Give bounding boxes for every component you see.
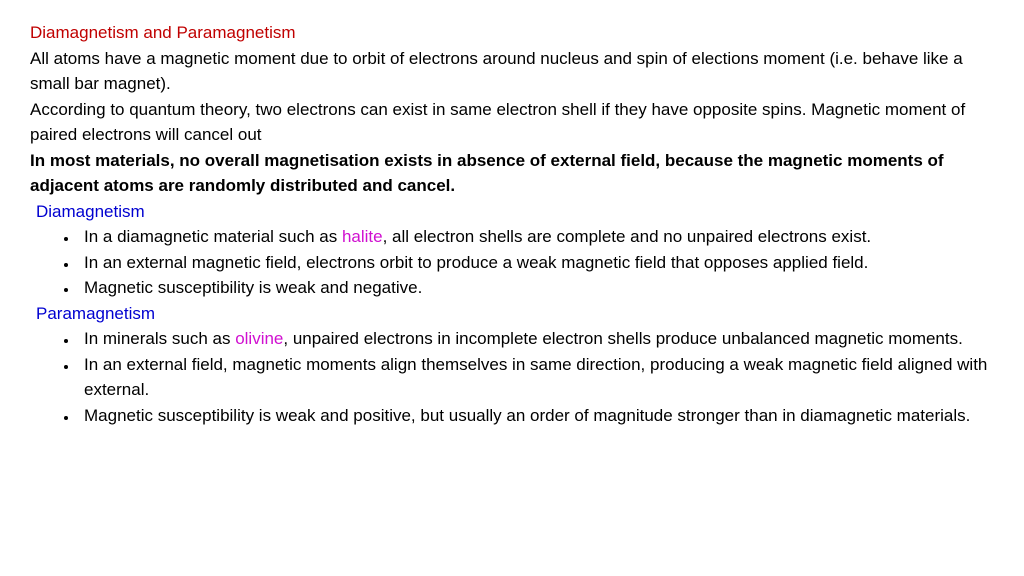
list-item: In minerals such as olivine, unpaired el… [78,326,994,352]
intro-paragraph-1: All atoms have a magnetic moment due to … [30,46,994,97]
mineral-name: halite [342,227,383,246]
paramagnetism-list: In minerals such as olivine, unpaired el… [30,326,994,428]
bullet-text: , all electron shells are complete and n… [383,227,872,246]
bullet-text: In a diamagnetic material such as [84,227,342,246]
bullet-text: , unpaired electrons in incomplete elect… [283,329,962,348]
list-item: In an external magnetic field, electrons… [78,250,994,276]
section-heading-paramagnetism: Paramagnetism [36,301,994,327]
diamagnetism-list: In a diamagnetic material such as halite… [30,224,994,301]
bullet-text: In minerals such as [84,329,235,348]
mineral-name: olivine [235,329,283,348]
list-item: In a diamagnetic material such as halite… [78,224,994,250]
intro-paragraph-2: According to quantum theory, two electro… [30,97,994,148]
section-heading-diamagnetism: Diamagnetism [36,199,994,225]
list-item: In an external field, magnetic moments a… [78,352,994,403]
bold-statement: In most materials, no overall magnetisat… [30,148,994,199]
list-item: Magnetic susceptibility is weak and posi… [78,403,994,429]
list-item: Magnetic susceptibility is weak and nega… [78,275,994,301]
page-title: Diamagnetism and Paramagnetism [30,20,994,46]
